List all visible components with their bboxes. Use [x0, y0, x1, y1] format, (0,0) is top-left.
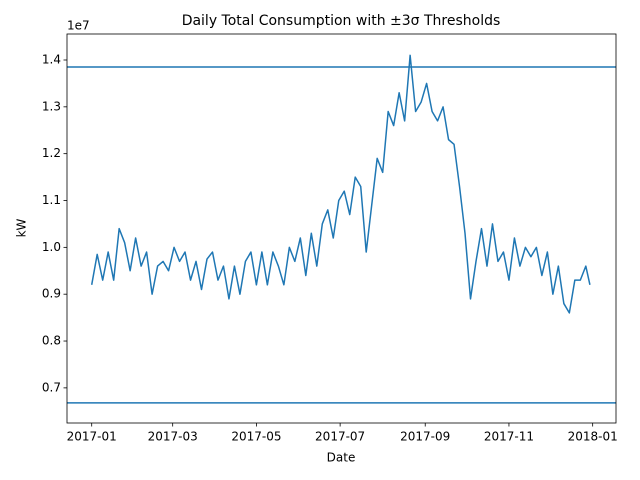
x-tick-label: 2017-03	[148, 430, 198, 444]
x-tick-label: 2018-01	[568, 430, 618, 444]
y-tick-label: 1.4	[42, 52, 61, 66]
x-tick-label: 2017-01	[67, 430, 117, 444]
y-tick-label: 0.7	[42, 380, 61, 394]
plot-frame	[66, 33, 617, 424]
y-tick-label: 1.2	[42, 146, 61, 160]
y-axis-label: kW	[15, 218, 29, 237]
x-axis-label: Date	[327, 451, 356, 465]
x-tick-label: 2017-07	[315, 430, 365, 444]
y-tick-label: 0.8	[42, 334, 61, 348]
y-tick-label: 1.3	[42, 99, 61, 113]
data-line	[90, 54, 591, 314]
x-tick-label: 2017-11	[484, 430, 534, 444]
y-tick-label: 1.1	[42, 193, 61, 207]
y-tick-label: 1.0	[42, 240, 61, 254]
x-tick-label: 2017-05	[231, 430, 281, 444]
chart-title: Daily Total Consumption with ±3σ Thresho…	[182, 13, 501, 29]
y-tick-label: 0.9	[42, 287, 61, 301]
y-offset-label: 1e7	[67, 19, 90, 33]
x-tick-label: 2017-09	[400, 430, 450, 444]
